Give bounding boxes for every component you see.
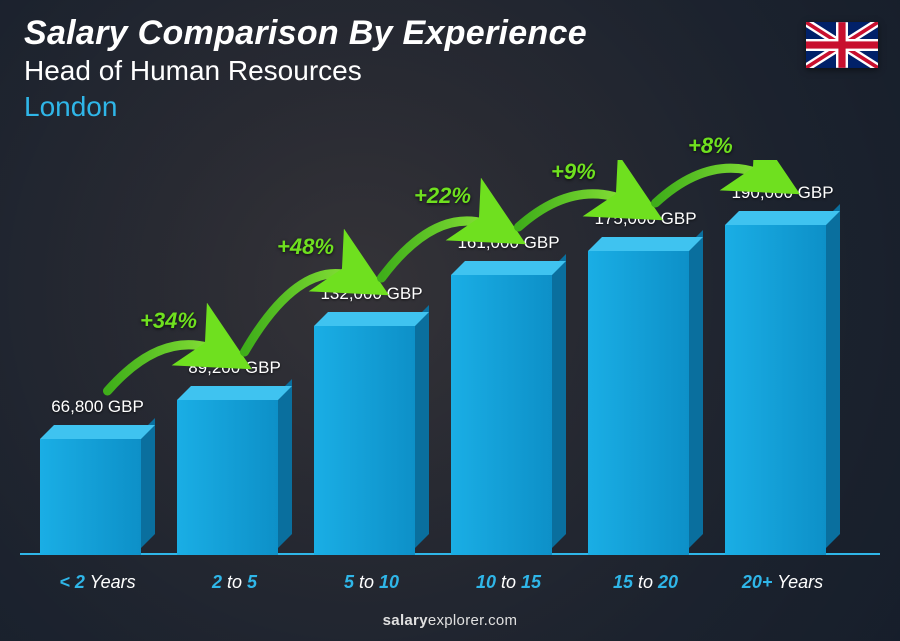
bar-column: 66,800 GBP bbox=[40, 397, 155, 555]
footer-brand-thin: explorer.com bbox=[428, 612, 517, 629]
bar-value-label: 161,000 GBP bbox=[457, 233, 559, 253]
header: Salary Comparison By Experience Head of … bbox=[24, 14, 587, 123]
footer-brand-bold: salary bbox=[383, 612, 428, 629]
growth-pct-label: +8% bbox=[688, 133, 733, 159]
bar-chart: 66,800 GBP 89,200 GBP 132,000 GBP 161,000 G… bbox=[40, 160, 840, 555]
chart-subtitle: Head of Human Resources bbox=[24, 55, 587, 87]
bar-column: 175,000 GBP bbox=[588, 209, 703, 555]
bar-value-label: 89,200 GBP bbox=[188, 358, 281, 378]
bar bbox=[588, 237, 703, 555]
chart-canvas: Salary Comparison By Experience Head of … bbox=[0, 0, 900, 641]
x-axis-label: 10 to 15 bbox=[451, 572, 566, 593]
growth-pct-label: +48% bbox=[277, 234, 334, 260]
x-axis-labels: < 2 Years 2 to 5 5 to 10 10 to 15 15 to 20 20… bbox=[40, 572, 840, 593]
bar bbox=[40, 425, 155, 555]
bars-container: 66,800 GBP 89,200 GBP 132,000 GBP 161,000 G… bbox=[40, 160, 840, 555]
bar-value-label: 66,800 GBP bbox=[51, 397, 144, 417]
x-axis-label: < 2 Years bbox=[40, 572, 155, 593]
bar bbox=[451, 261, 566, 555]
bar-column: 190,000 GBP bbox=[725, 183, 840, 555]
bar-column: 89,200 GBP bbox=[177, 358, 292, 555]
bar bbox=[177, 386, 292, 555]
x-axis-label: 20+ Years bbox=[725, 572, 840, 593]
footer-brand: salaryexplorer.com bbox=[0, 612, 900, 629]
bar-value-label: 132,000 GBP bbox=[320, 284, 422, 304]
x-axis-label: 15 to 20 bbox=[588, 572, 703, 593]
bar bbox=[314, 312, 429, 555]
chart-location: London bbox=[24, 91, 587, 123]
bar-value-label: 175,000 GBP bbox=[594, 209, 696, 229]
chart-title: Salary Comparison By Experience bbox=[24, 14, 587, 53]
bar-column: 161,000 GBP bbox=[451, 233, 566, 555]
uk-flag-icon bbox=[806, 22, 878, 68]
bar-value-label: 190,000 GBP bbox=[731, 183, 833, 203]
growth-pct-label: +34% bbox=[140, 308, 197, 334]
x-axis-label: 5 to 10 bbox=[314, 572, 429, 593]
growth-pct-label: +9% bbox=[551, 159, 596, 185]
x-axis-label: 2 to 5 bbox=[177, 572, 292, 593]
growth-pct-label: +22% bbox=[414, 183, 471, 209]
bar bbox=[725, 211, 840, 555]
bar-column: 132,000 GBP bbox=[314, 284, 429, 555]
